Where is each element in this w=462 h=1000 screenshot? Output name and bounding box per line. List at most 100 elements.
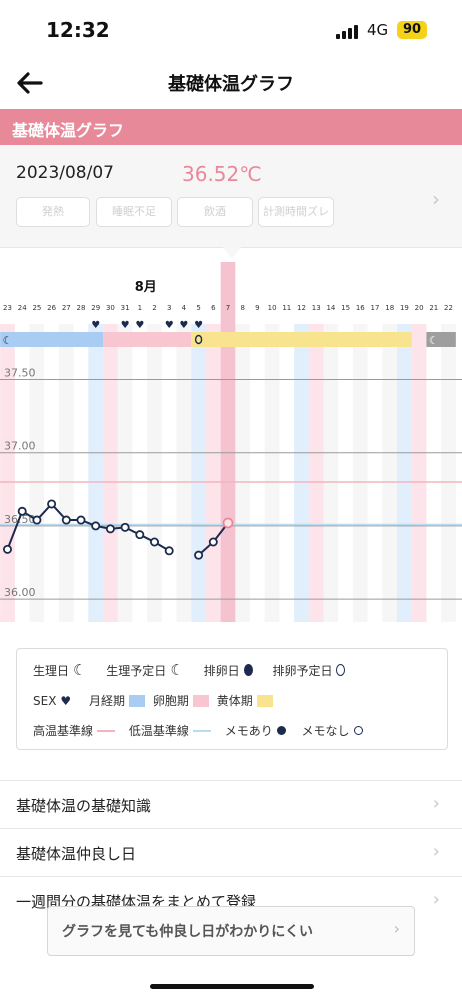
bbt-chart[interactable]: 8月 23 24 25 26 27 28 29 30 31 1 2 3 4 5 6 7 8 9 10 11 12 13 14 1… [0,262,462,622]
legend-luteal-phase: 黄体期 [216,694,253,708]
banner-label: グラフを見ても仲良し日がわかりにくい [62,924,314,940]
moon-icon: ☾ [3,334,13,347]
tag-lack-of-sleep[interactable]: 睡眠不足 [96,197,172,227]
low-line-swatch [192,729,211,732]
temperature-point [3,544,12,554]
ovulation-filled-icon [243,664,253,676]
legend-expected-period: 生理予定日 [106,663,167,678]
back-arrow-icon[interactable] [14,68,48,98]
day-tick-label: 31 [121,304,130,312]
day-tick-label: 15 [341,304,350,312]
menu-item-label: 基礎体温仲良し日 [16,845,137,863]
record-date: 2023/08/07 [16,163,114,183]
nav-bar: 基礎体温グラフ [0,62,462,108]
legend-memo-no: メモなし [301,724,350,738]
tag-drinking[interactable]: 飲酒 [177,197,253,227]
moon-filled-icon: ☾ [73,661,87,679]
moon-outline-icon: ☾ [170,661,184,679]
temperature-point [32,515,42,525]
day-tick-label: 22 [444,304,453,312]
tag-fever[interactable]: 発熱 [16,197,90,227]
day-column [338,324,353,622]
chevron-right-icon[interactable]: › [432,187,440,211]
day-tick-label: 28 [77,304,86,312]
heart-icon: ♥ [60,693,72,708]
day-tick-label: 26 [47,304,56,312]
day-tick-label: 19 [400,304,409,312]
day-tick-label: 25 [32,304,41,312]
signal-icon [336,25,362,39]
heart-icon: ♥ [179,320,188,331]
legend-menstrual-phase: 月経期 [89,694,126,708]
legend-follicular-phase: 卵胞期 [152,694,189,708]
moon-icon: ☾ [429,334,439,347]
chart-legend: 生理日 ☾ 生理予定日 ☾ 排卵日 排卵予定日 SEX ♥ 月経期 卵胞期 黄体期 高… [16,648,448,750]
luteal-swatch [256,694,273,707]
day-tick-label: 29 [91,304,100,312]
menu-item-bbt-intimacy-days[interactable]: 基礎体温仲良し日 › [0,828,462,877]
legend-low-line: 低温基準線 [128,724,189,738]
temperature-point [91,521,101,531]
follicular-swatch [192,694,209,707]
y-tick-label: 36.00 [4,586,36,599]
day-tick-label: 7 [226,304,230,312]
temperature-point [105,524,115,534]
day-tick-label: 9 [255,304,259,312]
selected-day-column [220,262,236,622]
legend-expected-ovulation: 排卵予定日 [272,663,333,678]
legend-row-2: SEX ♥ 月経期 卵胞期 黄体期 [33,692,277,709]
day-tick-label: 6 [211,304,216,312]
phase-band [426,332,456,347]
menu-item-label: 基礎体温の基礎知識 [16,797,152,815]
help-banner[interactable]: グラフを見ても仲良し日がわかりにくい › [47,906,415,956]
temperature-point [17,506,27,516]
temperature-point [208,537,218,547]
record-card[interactable]: 2023/08/07 36.52℃ 発熱 睡眠不足 飲酒 計測時間ズレ › [0,145,462,248]
temperature-point [61,515,71,525]
day-tick-label: 21 [429,304,438,312]
record-temperature: 36.52℃ [182,162,262,186]
chevron-right-icon: › [393,919,400,938]
high-line-swatch [97,729,116,732]
day-column [441,324,456,622]
chevron-right-icon: › [432,841,440,862]
day-column [14,324,30,622]
day-highlight [103,324,118,622]
y-tick-label: 37.00 [4,440,36,453]
day-tick-label: 1 [138,304,142,312]
temperature-point [120,522,130,532]
menstrual-swatch [129,694,146,707]
tag-time-shift[interactable]: 計測時間ズレ [258,197,334,227]
network-label: 4G [367,21,389,39]
day-highlight [294,324,309,622]
legend-ovulation-day: 排卵日 [203,663,240,678]
day-column [235,324,251,622]
section-header: 基礎体温グラフ [0,109,462,145]
day-column [147,324,162,622]
temperature-point [164,546,174,556]
heart-icon: ♥ [121,320,130,331]
day-tick-label: 27 [62,304,71,312]
day-tick-label: 24 [18,304,27,312]
menu-item-bbt-basics[interactable]: 基礎体温の基礎知識 › [0,780,462,829]
day-tick-label: 16 [356,304,365,312]
day-highlight [411,324,427,622]
phase-band [0,332,104,347]
status-bar: 12:32 4G 90 [0,0,462,62]
ovulation-outline-icon [194,334,203,345]
memo-filled-icon [276,726,286,735]
day-column [279,324,295,622]
temperature-point [222,517,234,529]
heart-icon: ♥ [91,320,100,331]
day-highlight [205,324,221,622]
selection-pointer [222,246,242,258]
legend-sex: SEX [33,693,57,708]
day-highlight [397,324,412,622]
section-title: 基礎体温グラフ [12,121,125,140]
legend-row-3: 高温基準線 低温基準線 メモあり メモなし [33,722,367,739]
day-column [323,324,339,622]
day-column [44,324,59,622]
day-tick-label: 2 [152,304,156,312]
day-column [264,324,280,622]
phase-band [191,332,412,347]
